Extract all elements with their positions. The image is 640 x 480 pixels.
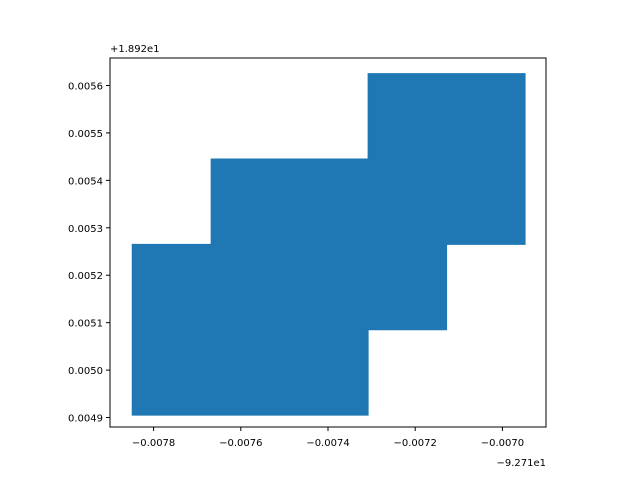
y-axis: 0.0049 0.0050 0.0051 0.0052 0.0053 0.0054 0.00…: [68, 82, 110, 425]
x-tick-label: −0.0076: [219, 438, 262, 449]
y-tick-label: 0.0052: [68, 271, 103, 282]
y-tick-label: 0.0055: [68, 129, 103, 140]
x-tick-label: −0.0070: [481, 438, 524, 449]
x-axis: −0.0078 −0.0076 −0.0074 −0.0072 −0.0070: [132, 427, 524, 449]
x-offset-label: −9.271e1: [496, 458, 546, 469]
y-tick-label: 0.0056: [68, 82, 103, 93]
x-tick-label: −0.0078: [132, 438, 175, 449]
y-tick-label: 0.0051: [68, 319, 103, 330]
filled-region-0: [131, 73, 526, 416]
y-tick-label: 0.0049: [68, 414, 103, 425]
y-tick-label: 0.0050: [68, 366, 103, 377]
axes-frame: [109, 57, 547, 428]
y-tick-label: 0.0053: [68, 224, 103, 235]
y-tick-label: 0.0054: [68, 176, 103, 187]
x-tick-label: −0.0074: [306, 438, 349, 449]
y-offset-label: +1.892e1: [110, 44, 160, 55]
plot-area: [131, 73, 526, 416]
x-tick-label: −0.0072: [394, 438, 437, 449]
